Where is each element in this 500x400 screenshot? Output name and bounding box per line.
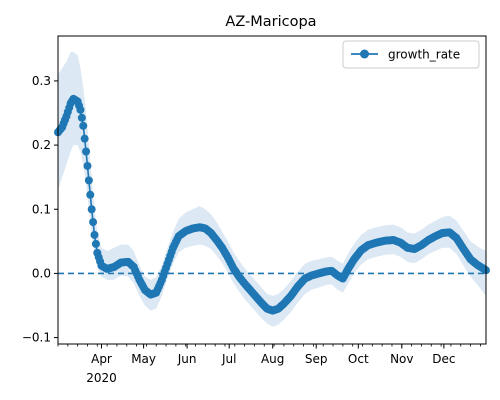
data-point	[87, 205, 96, 214]
data-point	[82, 147, 91, 156]
y-tick-label: 0.0	[32, 266, 51, 280]
x-tick-label: May	[131, 352, 156, 366]
data-point	[77, 113, 86, 122]
series-marker-layer	[54, 94, 490, 315]
y-tick-label: −0.1	[22, 331, 51, 345]
data-point	[90, 230, 99, 239]
confidence-band	[58, 52, 486, 327]
data-point	[80, 134, 89, 143]
data-point	[89, 218, 98, 227]
data-point	[79, 121, 88, 130]
data-point	[86, 190, 95, 199]
data-point	[91, 239, 100, 248]
legend-label-growth-rate: growth_rate	[388, 48, 460, 62]
x-tick-sublabel: 2020	[86, 371, 117, 385]
legend-marker-sample	[360, 49, 369, 59]
x-tick-label: Dec	[432, 352, 455, 366]
x-tick-label: Jul	[221, 352, 236, 366]
x-tick-label: Jun	[177, 352, 197, 366]
y-axis: −0.1 0.0 0.1 0.2 0.3	[22, 74, 58, 345]
series-line-growth-rate	[57, 97, 487, 312]
confidence-band-layer	[58, 52, 486, 327]
x-tick-label: Sep	[305, 352, 328, 366]
data-point	[84, 176, 93, 185]
y-tick-label: 0.2	[32, 138, 51, 152]
x-tick-label: Apr	[91, 352, 112, 366]
x-tick-label: Aug	[261, 352, 284, 366]
x-tick-label: Oct	[348, 352, 369, 366]
y-tick-label: 0.3	[32, 74, 51, 88]
x-axis: Apr 2020 May Jun Jul Aug Sep Oct Nov Dec	[57, 344, 481, 385]
legend: growth_rate	[342, 40, 480, 69]
legend-box	[342, 40, 480, 69]
chart-title: AZ-Maricopa	[225, 14, 316, 30]
x-tick-label: Nov	[390, 352, 413, 366]
plot-frame	[57, 35, 487, 345]
data-point	[76, 105, 85, 114]
y-tick-label: 0.1	[32, 202, 51, 216]
series-line-layer	[57, 97, 487, 312]
data-point	[83, 161, 92, 170]
